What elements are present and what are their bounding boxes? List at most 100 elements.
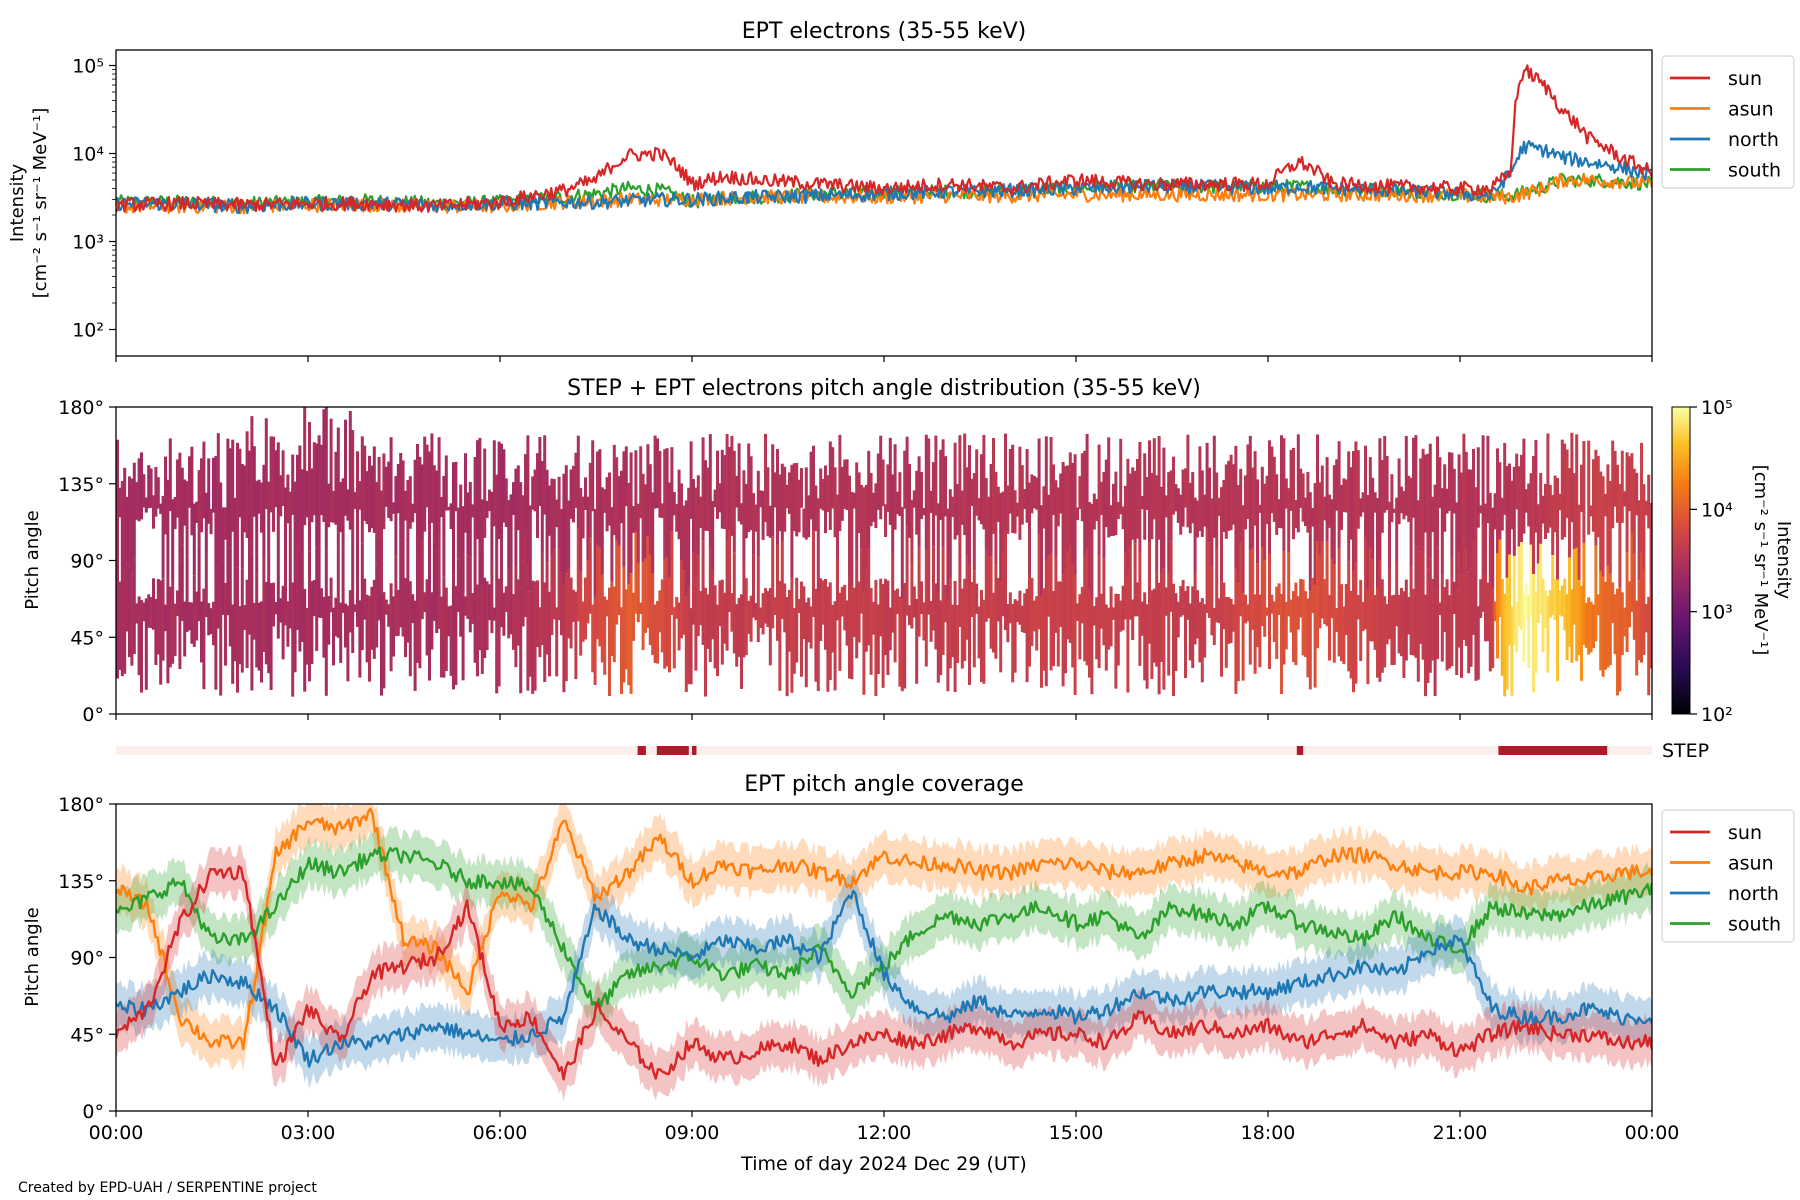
heatmap-cell <box>1280 435 1283 529</box>
panel4-title: EPT pitch angle coverage <box>744 772 1024 797</box>
heatmap-cell <box>1452 581 1456 615</box>
heatmap-cell <box>910 499 914 565</box>
heatmap-cell <box>411 594 415 624</box>
heatmap-cell <box>291 582 295 697</box>
heatmap-cell <box>605 477 609 532</box>
heatmap-cell <box>591 604 595 673</box>
heatmap-cell <box>1112 607 1115 620</box>
heatmap-cell <box>593 596 597 685</box>
heatmap-cell <box>687 487 691 586</box>
heatmap-cell <box>1536 563 1540 624</box>
heatmap-cell <box>838 592 842 671</box>
heatmap-cell <box>456 559 460 612</box>
heatmap-cell <box>612 444 616 536</box>
heatmap-cell <box>665 448 669 558</box>
heatmap-cell <box>1157 435 1161 540</box>
step-segment <box>1498 746 1608 755</box>
heatmap-cell <box>154 598 158 665</box>
heatmap-cell <box>1575 547 1579 662</box>
heatmap-cell <box>824 578 827 650</box>
heatmap-cell <box>759 607 763 628</box>
heatmap-cell <box>197 545 201 622</box>
heatmap-cell <box>298 548 302 652</box>
heatmap-cell <box>1604 493 1607 517</box>
heatmap-cell <box>1047 494 1051 556</box>
heatmap-cell <box>1548 590 1552 618</box>
heatmap-cell <box>1037 533 1041 630</box>
heatmap-cell <box>125 496 129 565</box>
heatmap-cell <box>1131 467 1135 540</box>
heatmap-cell <box>262 558 266 652</box>
heatmap-cell <box>1054 556 1058 633</box>
heatmap-cell <box>428 451 431 567</box>
heatmap-cell <box>219 589 223 696</box>
heatmap-cell <box>893 590 897 663</box>
panel4-y-ticks: 0° 45° 90° 135° 180° <box>58 794 116 1123</box>
heatmap-cell <box>1236 485 1240 584</box>
heatmap-cell <box>1529 544 1533 617</box>
heatmap-cell <box>1539 543 1543 615</box>
heatmap-cell <box>924 434 928 551</box>
heatmap-cell <box>207 458 211 524</box>
heatmap-cell <box>888 437 892 525</box>
heatmap-cell <box>394 476 398 557</box>
heatmap-cell <box>656 601 659 664</box>
heatmap-cell <box>812 445 815 532</box>
heatmap-cell <box>564 573 568 682</box>
heatmap-cell <box>994 471 998 566</box>
heatmap-cell <box>197 470 201 546</box>
heatmap-cell <box>1349 467 1353 540</box>
heatmap-cell <box>1440 574 1444 662</box>
heatmap-cell <box>615 540 619 625</box>
heatmap-cell <box>1390 474 1394 523</box>
heatmap-cell <box>1239 542 1243 617</box>
heatmap-cell <box>948 489 952 579</box>
heatmap-cell <box>418 456 422 563</box>
heatmap-cell <box>672 492 676 516</box>
heatmap-cell <box>627 482 631 584</box>
heatmap-cell <box>440 496 443 518</box>
heatmap-cell <box>1282 551 1286 665</box>
heatmap-cell <box>1229 454 1233 531</box>
heatmap-cell <box>900 507 904 600</box>
heatmap-cell <box>387 604 391 627</box>
heatmap-cell <box>716 604 719 677</box>
heatmap-cell <box>999 582 1003 673</box>
heatmap-cell <box>1035 477 1039 510</box>
heatmap-cell <box>1040 596 1043 688</box>
heatmap-cell <box>524 454 527 536</box>
heatmap-cell <box>368 595 371 682</box>
heatmap-cell <box>351 430 355 542</box>
heatmap-cell <box>327 596 331 645</box>
heatmap-cell <box>1517 546 1521 627</box>
heatmap-cell <box>689 441 693 519</box>
heatmap-cell <box>1596 455 1600 538</box>
heatmap-cell <box>1385 603 1389 645</box>
heatmap-cell <box>1642 484 1646 570</box>
heatmap-cell <box>588 538 592 614</box>
heatmap-cell <box>1493 493 1497 530</box>
heatmap-cell <box>142 474 146 508</box>
heatmap-cell <box>1527 483 1531 527</box>
heatmap-cell <box>891 474 895 554</box>
heatmap-cell <box>1397 594 1401 654</box>
heatmap-cell <box>1553 475 1557 533</box>
heatmap-cell <box>1625 452 1629 553</box>
heatmap-cell <box>152 578 155 630</box>
heatmap-cell <box>848 577 851 679</box>
heatmap-cell <box>293 577 297 673</box>
heatmap-cell <box>442 475 446 577</box>
heatmap-cell <box>884 504 887 537</box>
heatmap-cell <box>1006 485 1010 534</box>
heatmap-cell <box>1630 453 1634 533</box>
heatmap-cell <box>1481 523 1485 612</box>
heatmap-cell <box>214 455 218 573</box>
heatmap-cell <box>288 491 292 561</box>
heatmap-cell <box>1275 474 1279 535</box>
heatmap-cell <box>1289 449 1293 511</box>
heatmap-cell <box>874 579 878 697</box>
heatmap-cell <box>1016 600 1019 622</box>
heatmap-cell <box>228 448 232 548</box>
heatmap-cell <box>1121 506 1125 530</box>
